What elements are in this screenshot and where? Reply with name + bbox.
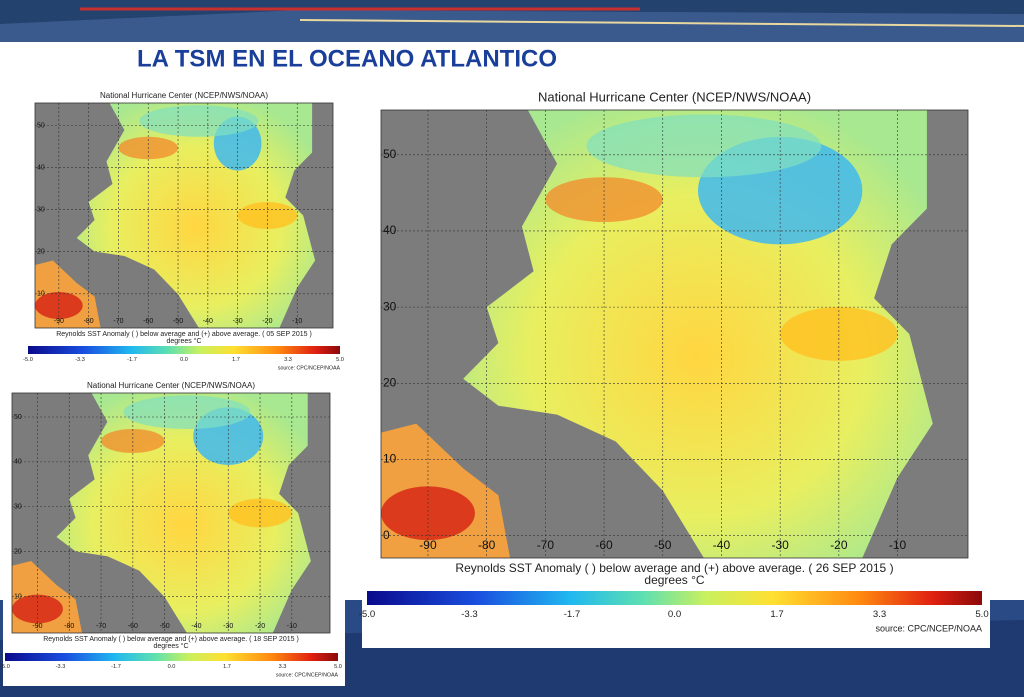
map-units: degrees °C xyxy=(153,642,188,650)
colorbar-label: -1.7 xyxy=(564,609,581,620)
slide-title: LA TSM EN EL OCEANO ATLANTICO xyxy=(137,45,557,72)
sst-map: National Hurricane Center (NCEP/NWS/NOAA… xyxy=(0,378,345,686)
lat-label: 10 xyxy=(37,291,45,298)
colorbar-label: -1.7 xyxy=(127,357,137,363)
colorbar-label: -5.0 xyxy=(0,664,10,670)
colorbar-label: 5.0 xyxy=(334,664,342,670)
accent-line xyxy=(299,19,1024,27)
cool-anomaly xyxy=(123,395,251,430)
lon-label: -40 xyxy=(191,623,201,630)
lat-label: 50 xyxy=(383,147,397,161)
lon-label: -60 xyxy=(143,318,153,325)
lon-label: -30 xyxy=(771,538,789,552)
lon-label: -10 xyxy=(287,623,297,630)
colorbar-label: 1.7 xyxy=(770,609,783,620)
lat-label: 30 xyxy=(37,206,45,213)
lat-label: 10 xyxy=(14,593,22,600)
lon-label: -40 xyxy=(713,538,731,552)
lon-label: -90 xyxy=(54,318,64,325)
lat-label: 40 xyxy=(14,459,22,466)
colorbar-label: 3.3 xyxy=(873,609,886,620)
map-frame xyxy=(380,109,969,559)
map-source: source: CPC/NCEP/NOAA xyxy=(278,365,341,371)
colorbar-label: 0.0 xyxy=(168,664,176,670)
colorbar-label: 0.0 xyxy=(668,609,681,620)
map-header: National Hurricane Center (NCEP/NWS/NOAA… xyxy=(538,89,811,104)
colorbar-label: -3.3 xyxy=(56,664,66,670)
map-frame xyxy=(34,102,334,329)
lon-label: -30 xyxy=(223,623,233,630)
colorbar-label: 3.3 xyxy=(284,357,292,363)
map-caption: Reynolds SST Anomaly ( ) below average a… xyxy=(56,331,312,338)
map-source: source: CPC/NCEP/NOAA xyxy=(276,672,339,678)
lon-label: -60 xyxy=(128,623,138,630)
colorbar-label: 1.7 xyxy=(223,664,231,670)
lat-label: 20 xyxy=(14,548,22,555)
lon-label: -40 xyxy=(203,318,213,325)
lon-label: -90 xyxy=(419,538,437,552)
lat-label: 50 xyxy=(37,122,45,129)
lat-label: 50 xyxy=(14,414,22,421)
warm-anomaly xyxy=(35,292,83,319)
colorbar-label: 3.3 xyxy=(279,664,287,670)
colorbar xyxy=(5,653,338,661)
lon-label: -80 xyxy=(64,623,74,630)
lat-label: 30 xyxy=(14,504,22,511)
lon-label: -10 xyxy=(889,538,907,552)
sst-map: National Hurricane Center (NCEP/NWS/NOAA… xyxy=(23,88,358,376)
cool-anomaly xyxy=(139,105,259,137)
lon-label: -20 xyxy=(255,623,265,630)
colorbar-label: -5.0 xyxy=(23,357,33,363)
cool-anomaly xyxy=(586,114,822,178)
map-caption: Reynolds SST Anomaly ( ) below average a… xyxy=(43,636,299,643)
colorbar-label: 0.0 xyxy=(180,357,188,363)
colorbar xyxy=(367,591,982,605)
lat-label: 10 xyxy=(383,452,397,466)
map-caption: Reynolds SST Anomaly ( ) below average a… xyxy=(455,561,893,575)
lat-label: 0 xyxy=(383,528,390,542)
colorbar-label: -5.0 xyxy=(359,609,376,620)
sst-map: National Hurricane Center (NCEP/NWS/NOAA… xyxy=(359,88,990,648)
lon-label: -80 xyxy=(478,538,496,552)
map-header: National Hurricane Center (NCEP/NWS/NOAA… xyxy=(87,381,255,390)
lon-label: -50 xyxy=(173,318,183,325)
colorbar-label: 5.0 xyxy=(975,609,988,620)
lon-label: -50 xyxy=(654,538,672,552)
map-frame xyxy=(11,392,331,634)
lon-label: -80 xyxy=(84,318,94,325)
colorbar-label: 5.0 xyxy=(336,357,344,363)
colorbar-label: -1.7 xyxy=(111,664,121,670)
lon-label: -30 xyxy=(233,318,243,325)
lat-label: 30 xyxy=(383,299,397,313)
lat-label: 40 xyxy=(383,223,397,237)
lat-label: 40 xyxy=(37,164,45,171)
lon-label: -60 xyxy=(595,538,613,552)
lon-label: -70 xyxy=(537,538,555,552)
colorbar-label: 1.7 xyxy=(232,357,240,363)
lat-label: 20 xyxy=(37,249,45,256)
colorbar-label: -3.3 xyxy=(461,609,478,620)
lon-label: -90 xyxy=(32,623,42,630)
map-units: degrees °C xyxy=(644,573,704,587)
lon-label: -10 xyxy=(292,318,302,325)
lon-label: -70 xyxy=(96,623,106,630)
maps: National Hurricane Center (NCEP/NWS/NOAA… xyxy=(0,88,990,686)
top-stripe xyxy=(0,0,1024,24)
lon-label: -20 xyxy=(262,318,272,325)
map-source: source: CPC/NCEP/NOAA xyxy=(875,623,982,633)
colorbar-label: -3.3 xyxy=(75,357,85,363)
map-header: National Hurricane Center (NCEP/NWS/NOAA… xyxy=(100,91,268,100)
warm-anomaly xyxy=(381,486,475,541)
lon-label: -50 xyxy=(160,623,170,630)
colorbar xyxy=(28,346,340,354)
lon-label: -70 xyxy=(113,318,123,325)
map-units: degrees °C xyxy=(166,337,201,345)
lon-label: -20 xyxy=(830,538,848,552)
lat-label: 20 xyxy=(383,375,397,389)
